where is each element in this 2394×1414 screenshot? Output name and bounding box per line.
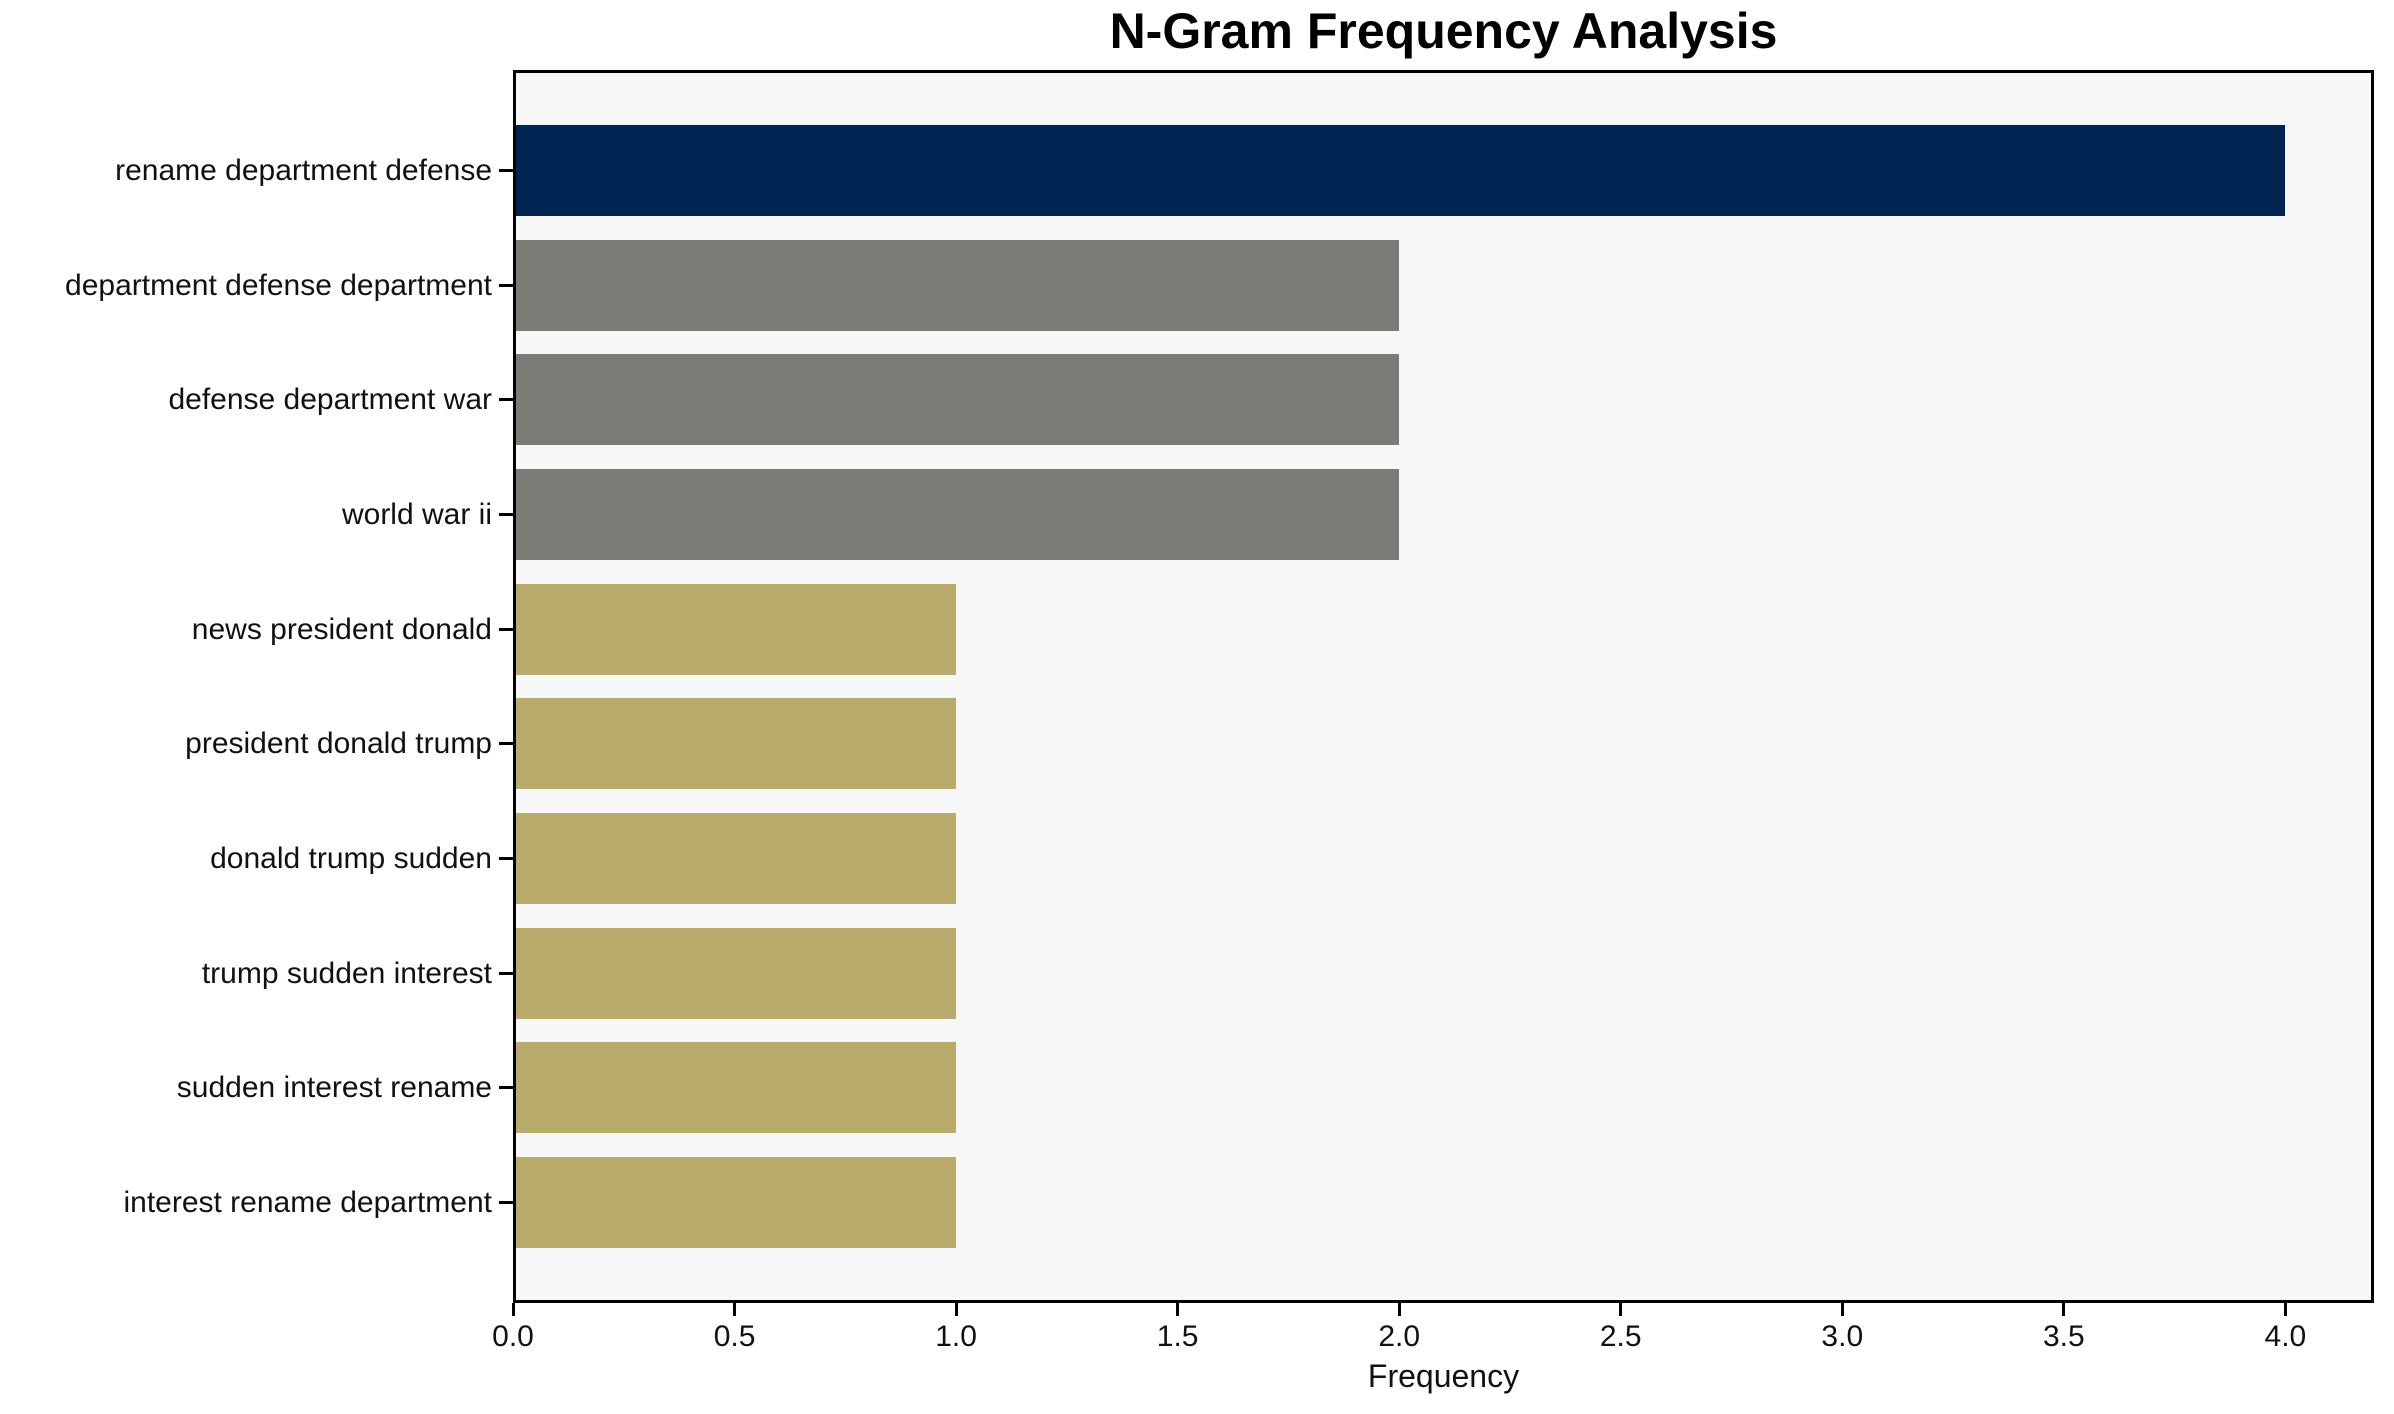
y-axis-label: department defense department (65, 268, 492, 302)
y-tick-mark (499, 283, 513, 287)
y-tick-mark (499, 857, 513, 860)
y-axis-label: sudden interest rename (176, 1071, 492, 1105)
x-tick-mark (1397, 1303, 1401, 1316)
bar-rename-department-defense (513, 125, 2286, 216)
bar-interest-rename-department (513, 1157, 957, 1248)
x-tick-mark (2283, 1303, 2287, 1316)
x-tick-mark (733, 1303, 737, 1316)
y-tick-mark (499, 1086, 513, 1090)
x-tick-mark (511, 1303, 515, 1316)
x-tick-mark (2062, 1303, 2066, 1316)
y-tick-mark (499, 513, 513, 516)
bar-donald-trump-sudden (513, 813, 957, 904)
bar-defense-department-war (513, 354, 1400, 446)
x-tick-mark (1176, 1303, 1180, 1316)
x-tick-mark (1619, 1303, 1623, 1316)
y-axis-label: president donald trump (185, 727, 492, 761)
x-tick-label: 1.0 (935, 1320, 977, 1353)
x-tick-label: 4.0 (2264, 1320, 2307, 1353)
x-axis-label: Frequency (1367, 1358, 1520, 1394)
x-tick-label: 0.5 (713, 1320, 756, 1353)
x-tick-label: 3.5 (2042, 1320, 2085, 1353)
y-axis-label: donald trump sudden (210, 842, 492, 875)
bar-president-donald-trump (513, 698, 957, 790)
y-axis-label: defense department war (168, 383, 492, 417)
y-axis-label: rename department defense (115, 154, 492, 187)
y-tick-mark (499, 1201, 513, 1204)
y-axis-label: world war ii (341, 498, 492, 531)
x-tick-label: 3.0 (1821, 1320, 1864, 1353)
y-tick-mark (499, 169, 513, 172)
plot-area (513, 70, 2374, 1303)
y-tick-mark (499, 971, 513, 975)
y-tick-mark (499, 627, 513, 631)
y-axis-label: trump sudden interest (201, 956, 492, 990)
x-tick-mark (954, 1303, 958, 1316)
x-tick-label: 1.5 (1156, 1320, 1199, 1353)
chart-title: N-Gram Frequency Analysis (1109, 3, 1778, 59)
bar-trump-sudden-interest (513, 927, 957, 1019)
bar-department-defense-department (513, 239, 1400, 331)
bar-sudden-interest-rename (513, 1042, 957, 1134)
bar-news-president-donald (513, 583, 957, 675)
x-tick-mark (1840, 1303, 1844, 1316)
x-tick-label: 2.0 (1378, 1320, 1421, 1353)
y-tick-mark (499, 398, 513, 402)
y-tick-mark (499, 742, 513, 746)
x-tick-label: 0.0 (492, 1320, 534, 1353)
x-tick-label: 2.5 (1599, 1320, 1642, 1353)
y-axis-label: news president donald (191, 612, 492, 646)
y-axis-label: interest rename department (123, 1186, 492, 1219)
bar-world-war-ii (513, 469, 1400, 560)
